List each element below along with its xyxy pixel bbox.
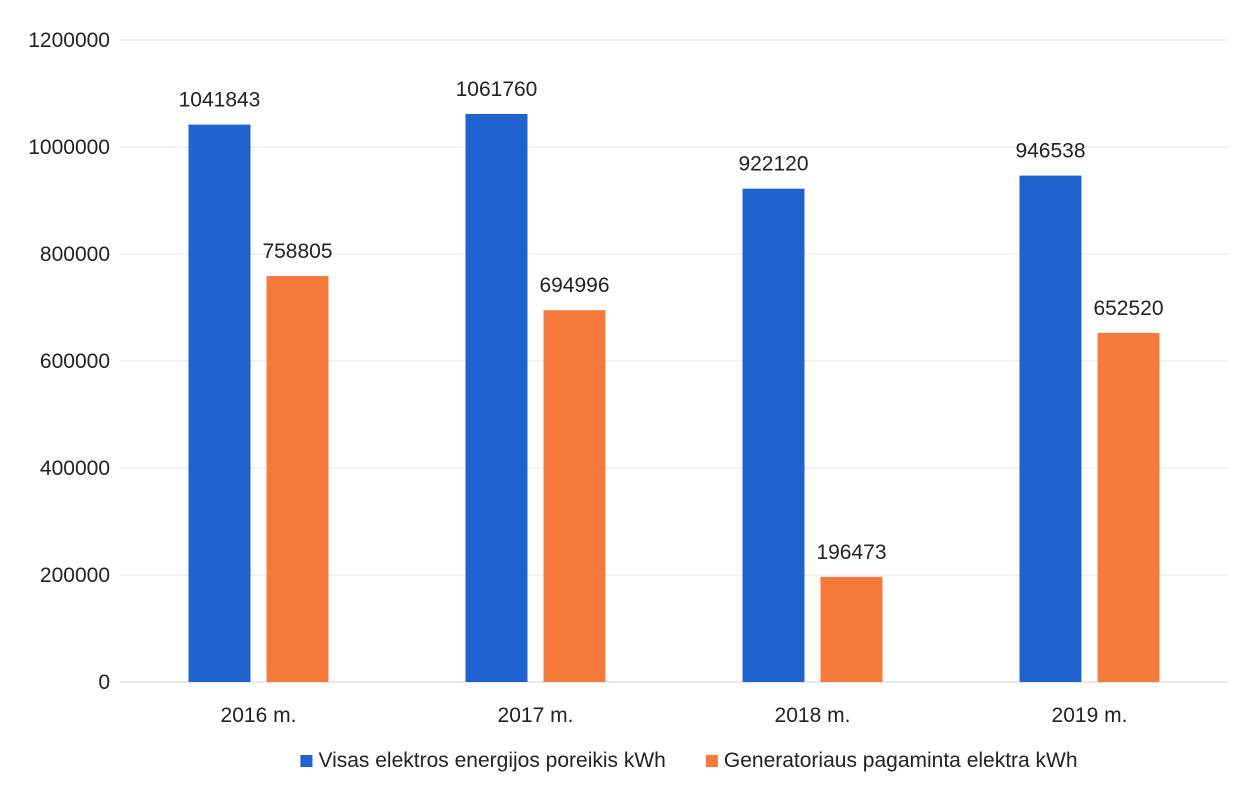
y-tick-label: 1200000 (28, 29, 110, 52)
y-tick-label: 200000 (40, 564, 110, 587)
data-labels: 1041843 758805 1061760 694996 922120 196473 94… (179, 78, 1164, 564)
y-axis-tick-labels: 0 200000 400000 600000 800000 1000000 1200000 (28, 29, 110, 694)
data-label: 922120 (738, 153, 808, 176)
bar-series-2 (1097, 332, 1160, 682)
bar-series-1 (1019, 175, 1082, 682)
bars (188, 113, 1160, 683)
y-tick-label: 0 (98, 671, 110, 694)
legend-label: Visas elektros energijos poreikis kWh (318, 749, 665, 772)
data-label: 946538 (1015, 140, 1085, 163)
y-tick-label: 600000 (40, 350, 110, 373)
x-tick-label: 2019 m. (1052, 704, 1128, 727)
data-label: 196473 (816, 541, 886, 564)
legend-label: Generatoriaus pagaminta elektra kWh (724, 749, 1078, 772)
bar-series-1 (188, 124, 251, 682)
y-tick-label: 1000000 (28, 136, 110, 159)
bar-series-2 (543, 310, 606, 682)
x-tick-label: 2018 m. (775, 704, 851, 727)
legend-swatch (705, 755, 718, 767)
data-label: 1061760 (456, 78, 538, 101)
bar-series-2 (820, 576, 883, 682)
bar-series-2 (266, 276, 329, 682)
data-label: 652520 (1093, 297, 1163, 320)
x-tick-label: 2017 m. (498, 704, 574, 727)
y-tick-label: 400000 (40, 457, 110, 480)
bar-series-1 (465, 113, 528, 683)
x-tick-label: 2016 m. (221, 704, 297, 727)
legend-swatch (300, 755, 313, 767)
bar-series-1 (742, 188, 805, 682)
data-label: 758805 (262, 240, 332, 263)
x-axis-tick-labels: 2016 m. 2017 m. 2018 m. 2019 m. (221, 704, 1128, 727)
data-label: 694996 (539, 274, 609, 297)
legend-item: Generatoriaus pagaminta elektra kWh (705, 749, 1078, 772)
legend: Visas elektros energijos poreikis kWh Gen… (300, 749, 1078, 772)
legend-item: Visas elektros energijos poreikis kWh (300, 749, 666, 772)
data-label: 1041843 (179, 89, 261, 112)
y-tick-label: 800000 (40, 243, 110, 266)
